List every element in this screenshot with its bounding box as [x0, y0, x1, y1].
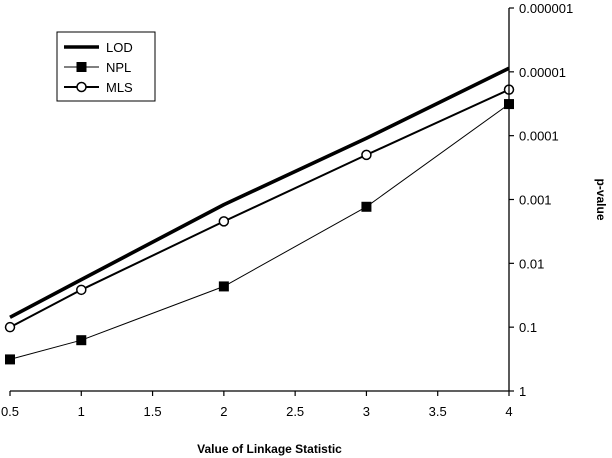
legend-label-lod: LOD [106, 40, 133, 55]
series-npl [5, 99, 514, 365]
data-point-npl [361, 201, 372, 212]
data-point-npl [5, 354, 15, 365]
legend-marker-mls [76, 81, 87, 93]
series-mls [4, 84, 515, 333]
x-tick-label: 2.5 [286, 404, 304, 419]
x-axis-title: Value of Linkage Statistic [197, 442, 342, 456]
x-tick-label: 1 [78, 404, 85, 419]
legend-marker-npl [76, 62, 87, 72]
series-line-npl [9, 103, 510, 360]
data-point-mls [361, 149, 372, 161]
plot-area [4, 66, 515, 365]
y-tick-label: 1 [519, 384, 526, 399]
y-tick-label: 0.1 [519, 320, 537, 335]
series-line-lod [9, 66, 510, 319]
y-tick-label: 0.000001 [519, 1, 573, 16]
y-tick-label: 0.00001 [519, 65, 566, 80]
data-point-mls [4, 321, 16, 333]
x-tick-label: 1.5 [144, 404, 162, 419]
series-lod [9, 66, 510, 319]
data-point-npl [218, 281, 229, 292]
y-tick-label: 0.001 [519, 193, 552, 208]
data-point-mls [76, 284, 87, 296]
legend: LOD NPL MLS [56, 31, 156, 102]
data-point-npl [76, 335, 87, 346]
data-point-mls [218, 216, 230, 227]
x-tick-label: 3 [363, 404, 370, 419]
y-axis-title: p-value [594, 178, 608, 220]
x-tick-label: 0.5 [1, 404, 19, 419]
legend-label-mls: MLS [106, 80, 133, 95]
axes: 0.5 1 1.5 2 2.5 3 3.5 410.10.010.0010.00010.000… [1, 1, 573, 419]
x-tick-label: 3.5 [429, 404, 447, 419]
x-tick-label: 2 [220, 404, 227, 419]
y-tick-label: 0.0001 [519, 129, 559, 144]
y-tick-label: 0.01 [519, 256, 544, 271]
legend-label-npl: NPL [106, 60, 131, 75]
x-tick-label: 4 [505, 404, 512, 419]
